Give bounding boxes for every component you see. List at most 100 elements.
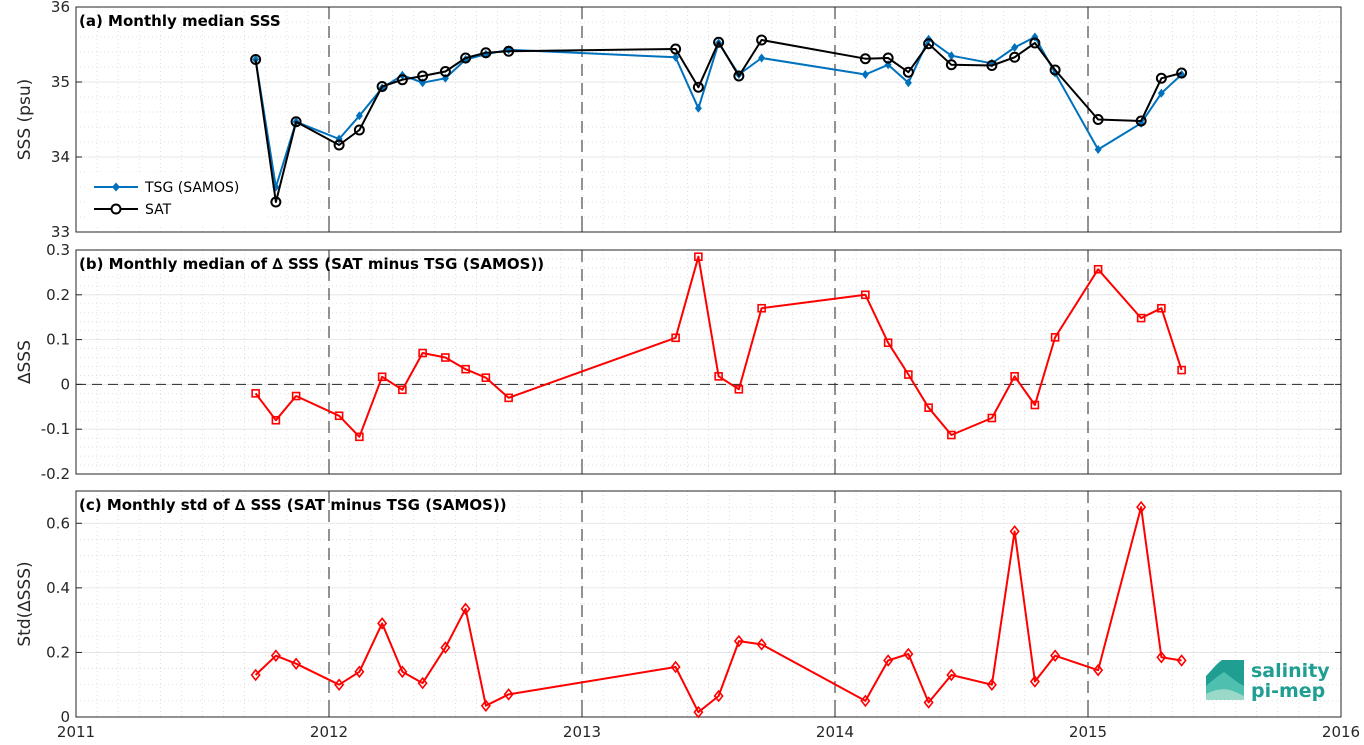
data-point [398, 385, 407, 395]
data-point [1093, 663, 1104, 677]
y-tick-label: 0.6 [46, 514, 70, 532]
data-point [441, 353, 450, 362]
data-point [986, 678, 997, 691]
logo-wave-icon [1206, 660, 1244, 700]
data-point [861, 290, 870, 300]
series-0 [251, 252, 1186, 442]
panel-title: (b) Monthly median of ∆ SSS (SAT minus T… [79, 255, 544, 273]
legend-box [88, 172, 268, 224]
y-tick-label: -0.2 [41, 465, 70, 483]
data-point [1093, 264, 1103, 274]
data-point [860, 694, 871, 708]
data-point [396, 74, 408, 86]
panel-title: (c) Monthly std of ∆ SSS (SAT minus TSG … [79, 496, 507, 514]
data-point [439, 66, 451, 77]
data-point [694, 252, 703, 262]
series-line [254, 39, 1182, 203]
data-point [355, 111, 363, 121]
data-point [1177, 365, 1186, 375]
x-tick-label: 2011 [57, 723, 95, 741]
data-point [1010, 372, 1019, 381]
data-point [440, 641, 451, 654]
legend-tsg-label: TSG (SAMOS) [144, 180, 239, 196]
data-point [902, 66, 914, 78]
data-point [480, 699, 491, 712]
data-point [1029, 675, 1040, 688]
x-tick-label: 2013 [563, 723, 601, 741]
data-point [946, 668, 957, 682]
data-point [270, 196, 282, 208]
y-tick-label: 34 [51, 148, 70, 166]
data-point [460, 602, 471, 616]
data-point [713, 689, 724, 703]
data-point [460, 52, 472, 64]
data-point [733, 70, 745, 82]
x-tick-label: 2016 [1322, 723, 1360, 741]
legend-sat-label: SAT [145, 202, 172, 218]
y-tick-label: -0.1 [41, 420, 70, 438]
data-point [1155, 72, 1167, 84]
data-point [756, 34, 768, 46]
axes-box [75, 249, 1342, 475]
y-tick-label: 0.2 [46, 643, 70, 661]
data-point [945, 59, 957, 71]
y-tick-label: 0.3 [46, 241, 70, 259]
y-axis-label: SSS (psu) [15, 79, 35, 160]
data-point [377, 617, 388, 630]
data-point [250, 668, 261, 682]
data-point [1030, 400, 1040, 410]
y-axis-label: Std(∆SSS) [15, 561, 35, 646]
x-tick-label: 2015 [1069, 723, 1107, 741]
grid [76, 7, 1341, 232]
data-point [1011, 43, 1019, 52]
data-point [1176, 67, 1188, 79]
data-point [354, 665, 365, 679]
data-point [671, 333, 680, 343]
data-point [291, 391, 301, 401]
data-point [1050, 649, 1061, 662]
data-point [417, 70, 429, 82]
data-point [693, 705, 704, 719]
data-point [290, 116, 302, 128]
data-point [882, 52, 894, 64]
data-point [923, 38, 935, 50]
data-point [1156, 650, 1167, 664]
data-point [859, 53, 871, 65]
panel-title: (a) Monthly median SSS [79, 12, 281, 30]
axes-box [75, 490, 1342, 718]
data-point [376, 81, 388, 92]
data-point [670, 660, 681, 674]
salinity-pi-mep-logo: salinity pi-mep [1206, 660, 1330, 702]
grid [76, 491, 1341, 717]
data-point [270, 649, 281, 662]
data-point [947, 51, 955, 61]
data-point [480, 47, 492, 59]
data-point [1136, 500, 1147, 514]
y-tick-label: 0.1 [46, 331, 70, 349]
data-point [861, 70, 869, 79]
data-point [883, 338, 893, 348]
data-point [1135, 115, 1147, 127]
data-point [250, 54, 262, 65]
x-tick-label: 2012 [310, 723, 348, 741]
data-point [1029, 37, 1041, 49]
data-point [504, 393, 513, 403]
data-point [355, 432, 364, 442]
data-point [923, 696, 934, 709]
data-point [333, 139, 345, 151]
data-point [481, 373, 491, 382]
panel-a-monthly-median-sss: 33 34 35 36 SSS (psu) (a) Monthly median SSS [15, 0, 1342, 241]
y-tick-label: 0.2 [46, 286, 70, 304]
data-point [1157, 88, 1165, 98]
legend-tsg-marker [112, 182, 120, 192]
data-point [758, 53, 766, 63]
data-point [1157, 303, 1166, 313]
x-tick-label: 2014 [816, 723, 854, 741]
series-1 [250, 34, 1188, 208]
data-point [694, 103, 702, 113]
series-0 [250, 500, 1187, 719]
data-point [503, 688, 514, 701]
data-point [1050, 333, 1060, 342]
data-point [692, 81, 704, 93]
data-point [757, 303, 766, 313]
